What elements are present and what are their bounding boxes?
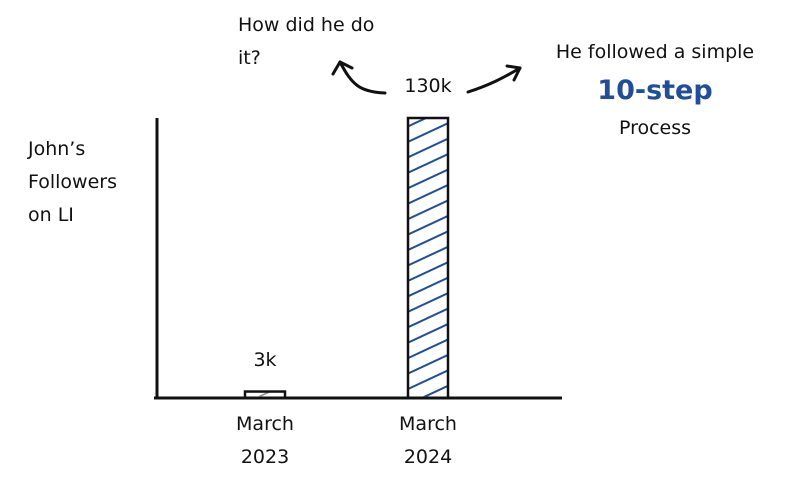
annotation: Process: [618, 117, 692, 139]
data-label: 130k: [404, 75, 452, 97]
data-label: 3k: [253, 348, 277, 371]
annotation-highlight: 10-step: [597, 75, 713, 106]
arrow-right: [466, 64, 522, 94]
annotation: He followed a simple: [555, 41, 755, 63]
y-axis-label: John’s Followers on LI: [28, 138, 117, 226]
x-tick-label: March 2024: [399, 413, 457, 468]
annotation: How did he do it?: [238, 14, 375, 69]
x-tick-label: March 2023: [236, 413, 294, 468]
bar: [406, 116, 450, 400]
bar: [243, 390, 287, 400]
arrow-left: [331, 60, 387, 95]
